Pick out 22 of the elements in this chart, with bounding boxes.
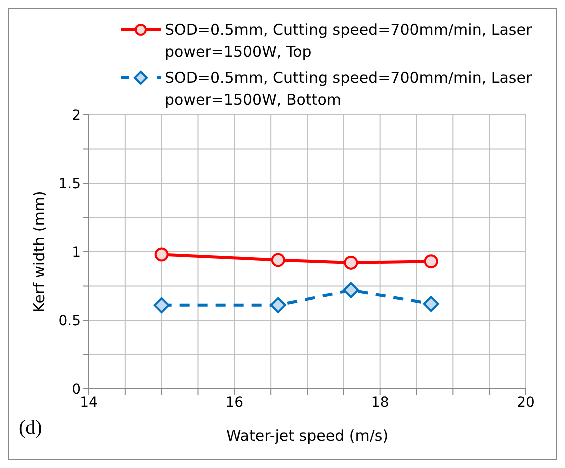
- x-tick-label: 14: [80, 394, 98, 411]
- point: [154, 297, 170, 314]
- point: [271, 253, 286, 268]
- legend-label: SOD=0.5mm, Cutting speed=700mm/min, Laser power=1500W, Bottom: [165, 68, 534, 111]
- point: [270, 297, 286, 314]
- x-tick-label: 20: [517, 394, 535, 411]
- legend-label: SOD=0.5mm, Cutting speed=700mm/min, Laser power=1500W, Top: [165, 20, 534, 63]
- x-axis-title: Water-jet speed (m/s): [226, 427, 389, 445]
- point: [344, 256, 358, 270]
- y-axis-title: Kerf width (mm): [30, 191, 48, 313]
- point: [343, 282, 360, 298]
- point: [423, 296, 440, 312]
- y-tick-label: 1: [72, 244, 81, 261]
- x-tick-label: 18: [371, 394, 390, 411]
- y-tick-label: 0.5: [58, 313, 81, 330]
- point: [424, 254, 438, 269]
- x-tick-label: 16: [226, 394, 244, 411]
- point: [154, 248, 169, 262]
- y-tick-label: 0: [72, 382, 81, 398]
- y-tick-label: 2: [72, 108, 81, 124]
- y-tick-label: 1.5: [58, 176, 81, 192]
- text: (d): [19, 417, 42, 440]
